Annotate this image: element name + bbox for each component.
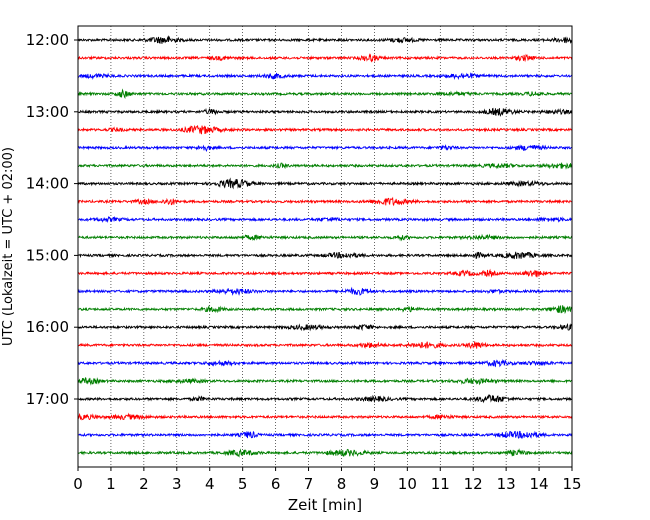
x-axis: 0 1 2 3 4 5 6 7 8 9 10 11 12 13 14 15 — [73, 467, 582, 493]
x-tick-label: 8 — [337, 475, 347, 493]
trace-line — [77, 304, 573, 315]
trace-line — [77, 377, 573, 386]
y-tick-label: 13:00 — [26, 103, 69, 121]
trace-line — [77, 430, 573, 439]
trace-line — [77, 196, 573, 207]
trace-line — [77, 412, 573, 421]
trace-line — [77, 88, 573, 99]
x-tick-label: 3 — [172, 475, 182, 493]
trace-line — [77, 177, 573, 190]
y-tick-label: 15:00 — [26, 246, 69, 264]
y-tick-label: 17:00 — [26, 390, 69, 408]
trace-line — [77, 107, 573, 117]
x-axis-label: Zeit [min] — [288, 496, 362, 514]
trace-line — [77, 358, 573, 368]
trace-line — [77, 35, 573, 45]
y-axis-label: UTC (Lokalzeit = UTC + 02:00) — [1, 147, 16, 346]
plot-area — [78, 26, 572, 467]
x-tick-label: 11 — [431, 475, 450, 493]
trace-line — [77, 394, 573, 404]
seismic-traces — [77, 35, 573, 458]
trace-line — [77, 341, 573, 350]
x-tick-label: 14 — [530, 475, 549, 493]
x-tick-label: 10 — [398, 475, 417, 493]
x-tick-label: 7 — [304, 475, 314, 493]
y-axis: 12:00 13:00 14:00 15:00 16:00 17:00 — [26, 31, 78, 408]
y-tick-label: 16:00 — [26, 318, 69, 336]
x-tick-label: 2 — [139, 475, 149, 493]
x-tick-label: 4 — [205, 475, 215, 493]
trace-line — [77, 162, 573, 170]
trace-line — [77, 233, 573, 242]
x-tick-label: 1 — [106, 475, 116, 493]
trace-line — [77, 72, 573, 81]
x-tick-label: 5 — [238, 475, 248, 493]
trace-line — [77, 143, 573, 153]
trace-line — [77, 322, 573, 332]
x-tick-label: 13 — [497, 475, 516, 493]
plot-border — [77, 25, 573, 468]
trace-line — [77, 53, 573, 63]
y-tick-label: 12:00 — [26, 31, 69, 49]
trace-line — [77, 251, 573, 260]
trace-line — [77, 124, 573, 135]
x-tick-label: 15 — [562, 475, 581, 493]
x-tick-label: 9 — [370, 475, 380, 493]
trace-line — [77, 448, 573, 458]
x-tick-label: 6 — [271, 475, 281, 493]
trace-line — [77, 215, 573, 224]
trace-line — [77, 286, 573, 296]
x-tick-label: 0 — [73, 475, 83, 493]
trace-line — [77, 268, 573, 278]
y-tick-label: 14:00 — [26, 175, 69, 193]
x-tick-label: 12 — [464, 475, 483, 493]
